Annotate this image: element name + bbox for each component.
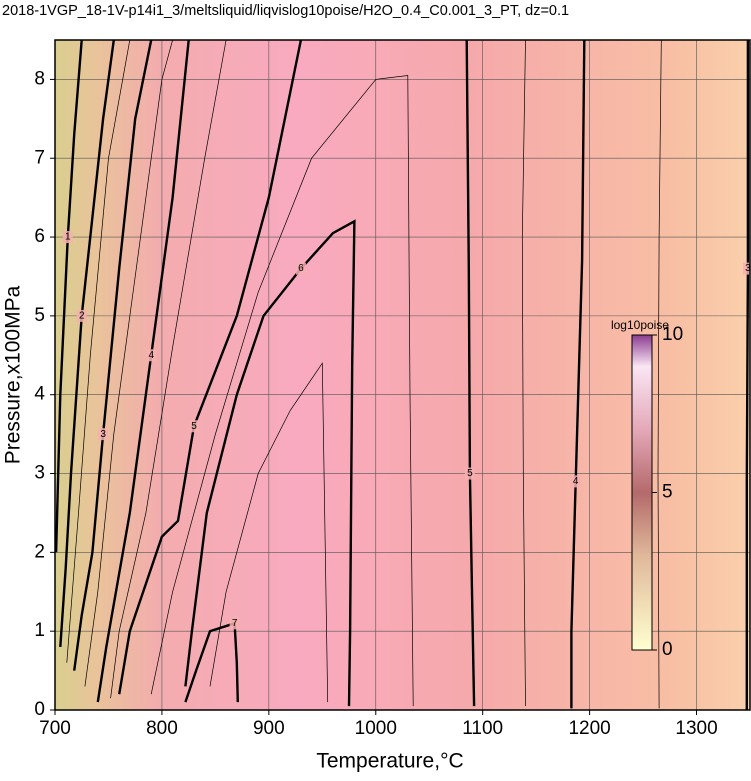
x-tick-label: 900 xyxy=(253,718,285,739)
x-axis-label: Temperature,°C xyxy=(316,750,463,773)
contour-label-bg xyxy=(229,617,240,630)
x-tick-label: 1200 xyxy=(568,718,610,739)
y-tick-label: 4 xyxy=(34,384,45,405)
contour-label-bg xyxy=(146,349,157,362)
x-tick-label: 800 xyxy=(146,718,178,739)
colorbar-label: log10poise xyxy=(611,318,669,332)
contour-label-bg xyxy=(570,475,581,488)
contour-label-bg xyxy=(464,467,475,480)
x-tick-label: 1000 xyxy=(355,718,397,739)
minor-contour xyxy=(66,40,131,663)
contours: 7 6 5 5 4 4 3 3 2 1 xyxy=(55,40,751,710)
minor-contour xyxy=(209,362,329,703)
contour-label: 7 xyxy=(232,618,238,629)
contour-label: 4 xyxy=(573,476,579,487)
chart-title: 2018-1VGP_18-1V-p14i1_3/meltsliquid/liqv… xyxy=(2,3,569,19)
colorbar-tick-label: 0 xyxy=(662,639,673,660)
y-tick-label: 7 xyxy=(34,147,45,168)
contour-label: 5 xyxy=(467,468,473,479)
plot-frame xyxy=(54,39,751,711)
minor-contour xyxy=(84,40,173,687)
y-tick-label: 0 xyxy=(34,699,45,720)
colorbar xyxy=(631,334,653,651)
y-tick-label: 6 xyxy=(34,226,45,247)
contour-label: 1 xyxy=(65,232,71,243)
contour-label-bg xyxy=(62,231,73,244)
minor-contour xyxy=(521,40,526,707)
y-axis-label: Pressure,x100MPa xyxy=(2,285,25,464)
contour-label-bg xyxy=(98,428,109,441)
y-tick-label: 2 xyxy=(34,541,45,562)
contour-label-bg xyxy=(742,262,750,275)
y-tick-label: 5 xyxy=(34,305,45,326)
y-tick-label: 1 xyxy=(34,620,45,641)
contour-label-bg xyxy=(76,309,87,322)
colorbar-tick-label: 10 xyxy=(662,324,683,345)
contour-label: 6 xyxy=(298,263,304,274)
major-contour xyxy=(96,40,190,703)
colorbar-tick-label: 5 xyxy=(662,482,673,503)
contour-label-bg xyxy=(189,420,199,433)
major-contour xyxy=(745,40,750,710)
major-contour xyxy=(184,621,239,703)
contour-label: 3 xyxy=(100,429,106,440)
contour-label: 5 xyxy=(191,421,197,432)
contour-label: 4 xyxy=(148,350,154,361)
minor-contour xyxy=(110,40,227,699)
contour-label: 2 xyxy=(79,311,85,322)
major-contour xyxy=(118,40,303,695)
x-tick-label: 1300 xyxy=(675,718,717,739)
y-tick-label: 8 xyxy=(34,68,45,89)
y-tick-label: 3 xyxy=(34,463,45,484)
minor-contour xyxy=(150,75,414,707)
x-tick-label: 700 xyxy=(39,718,71,739)
x-tick-label: 1100 xyxy=(462,718,503,739)
contour-label-bg xyxy=(295,262,306,275)
contour-label: 3 xyxy=(745,263,751,274)
major-contour xyxy=(59,40,115,647)
minor-contour xyxy=(657,40,662,709)
